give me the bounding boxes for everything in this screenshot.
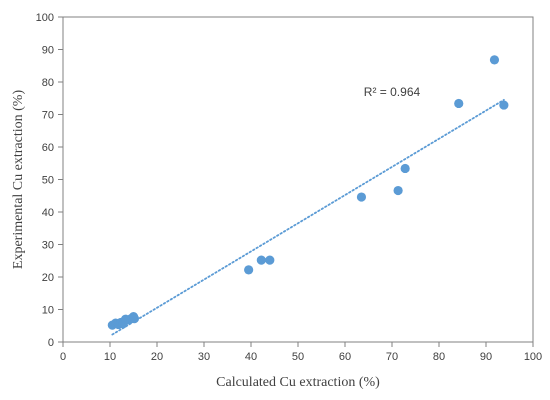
x-tick-label: 20	[151, 351, 163, 363]
data-points	[107, 55, 509, 330]
y-tick-label: 10	[42, 305, 54, 317]
x-tick-label: 90	[480, 351, 492, 363]
y-tick-label: 80	[42, 77, 54, 89]
y-tick-label: 0	[48, 337, 54, 349]
x-tick-label: 50	[292, 351, 304, 363]
axes: 0 10 20 30 40 50 60 70 80 90 100 0 10 20 30 40 50 60 70 80 9…	[36, 12, 543, 363]
y-tick-label: 50	[42, 175, 54, 187]
y-tick-label: 60	[42, 142, 54, 154]
x-tick-label: 100	[524, 351, 542, 363]
y-axis-title: Experimental Cu extraction (%)	[11, 90, 26, 270]
x-tick-label: 70	[386, 351, 398, 363]
x-tick-label: 0	[60, 351, 66, 363]
x-axis-title: Calculated Cu extraction (%)	[216, 375, 380, 390]
y-tick-label: 70	[42, 110, 54, 122]
plot-frame	[62, 16, 534, 343]
x-tick-label: 60	[339, 351, 351, 363]
data-point	[244, 265, 254, 275]
data-point	[499, 100, 509, 110]
data-point	[454, 98, 464, 109]
data-point	[256, 255, 266, 265]
x-tick-label: 30	[198, 351, 210, 363]
trendline	[111, 98, 505, 336]
y-tick-label: 30	[42, 240, 54, 252]
data-point	[129, 314, 140, 324]
data-point	[393, 185, 403, 196]
x-tick-label: 80	[433, 351, 445, 363]
trendline-group	[111, 98, 505, 336]
x-tick-label: 40	[245, 351, 257, 363]
r-squared-annotation: R² = 0.964	[364, 85, 421, 99]
data-point	[265, 255, 275, 265]
data-point	[400, 163, 410, 174]
y-tick-label: 100	[36, 12, 54, 24]
y-tick-label: 40	[42, 207, 54, 219]
data-point	[356, 192, 367, 202]
x-tick-label: 10	[104, 351, 116, 363]
y-tick-label: 20	[42, 272, 54, 284]
data-point	[489, 55, 500, 65]
y-tick-label: 90	[42, 45, 54, 57]
